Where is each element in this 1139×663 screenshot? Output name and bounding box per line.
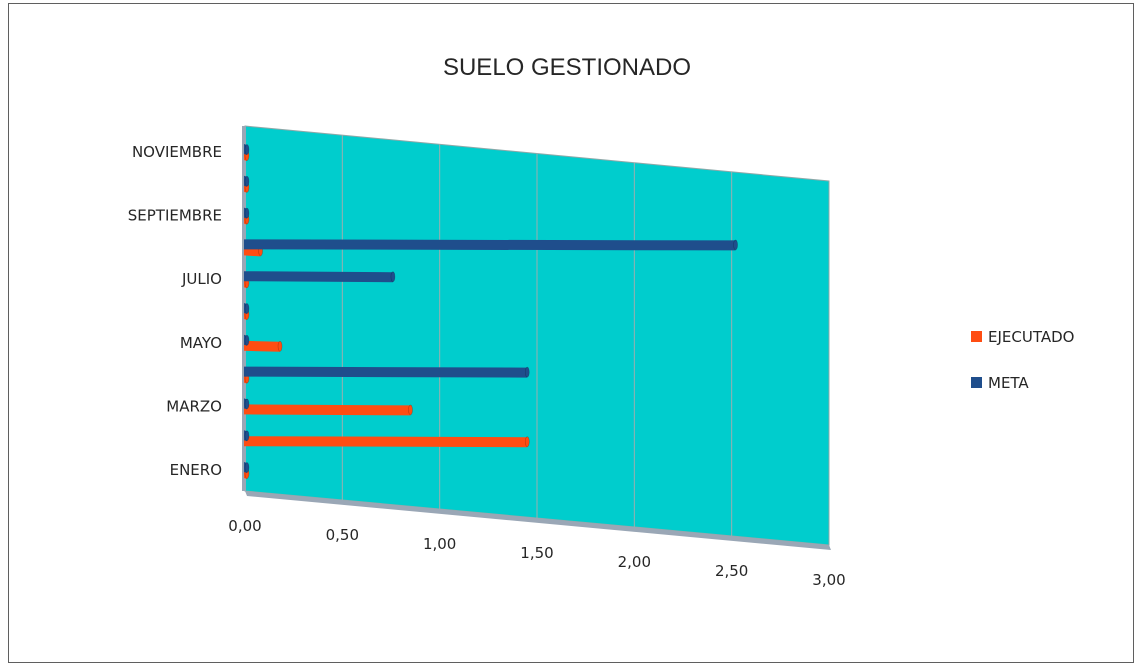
legend-item-ejecutado: EJECUTADO bbox=[971, 328, 1074, 346]
legend-label: EJECUTADO bbox=[988, 328, 1074, 346]
y-tick-label: JULIO bbox=[181, 270, 222, 288]
bar-meta-febrero bbox=[244, 430, 250, 442]
x-tick-label: 1,00 bbox=[423, 535, 456, 553]
x-axis-floor bbox=[245, 491, 831, 550]
bar-meta-marzo bbox=[244, 398, 250, 410]
y-tick-label: MAYO bbox=[180, 334, 222, 352]
x-tick-label: 0,50 bbox=[326, 526, 359, 544]
bar-meta-agosto bbox=[244, 239, 738, 251]
y-tick-label: NOVIEMBRE bbox=[132, 143, 222, 161]
legend-swatch bbox=[971, 377, 982, 388]
legend-label: META bbox=[988, 374, 1029, 392]
bar-ejecutado-febrero bbox=[244, 436, 530, 448]
x-tick-label: 2,00 bbox=[618, 553, 651, 571]
chart-frame: SUELO GESTIONADO ENERO MARZO MAYO JULIO SEPT… bbox=[8, 3, 1134, 663]
bar-meta-enero bbox=[244, 462, 250, 473]
bar-meta-junio bbox=[244, 303, 250, 314]
plot-area bbox=[242, 125, 831, 550]
bar-meta-octubre bbox=[244, 175, 250, 187]
bar-meta-julio bbox=[244, 271, 396, 283]
legend-swatch bbox=[971, 331, 982, 342]
bar-ejecutado-marzo bbox=[244, 404, 413, 416]
y-tick-label: MARZO bbox=[166, 397, 222, 415]
y-tick-label: ENERO bbox=[170, 461, 222, 479]
x-tick-label: 0,00 bbox=[228, 517, 261, 535]
bar-ejecutado-mayo bbox=[244, 340, 283, 352]
x-tick-label: 3,00 bbox=[812, 571, 845, 589]
x-tick-label: 2,50 bbox=[715, 562, 748, 580]
bar-meta-noviembre bbox=[244, 144, 250, 155]
legend: EJECUTADO META bbox=[971, 328, 1074, 392]
bar-meta-abril bbox=[244, 366, 530, 378]
bar-meta-septiembre bbox=[244, 207, 250, 219]
y-tick-label: SEPTIEMBRE bbox=[128, 207, 222, 225]
bars bbox=[244, 144, 738, 479]
bar-meta-mayo bbox=[244, 334, 250, 346]
bar-chart: ENERO MARZO MAYO JULIO SEPTIEMBRE NOVIEMBRE 0,… bbox=[128, 125, 1074, 589]
chart-title: SUELO GESTIONADO bbox=[442, 54, 692, 81]
x-tick-label: 1,50 bbox=[520, 544, 553, 562]
legend-item-meta: META bbox=[971, 374, 1029, 392]
axis-labels: ENERO MARZO MAYO JULIO SEPTIEMBRE NOVIEMBRE 0,… bbox=[128, 143, 846, 589]
